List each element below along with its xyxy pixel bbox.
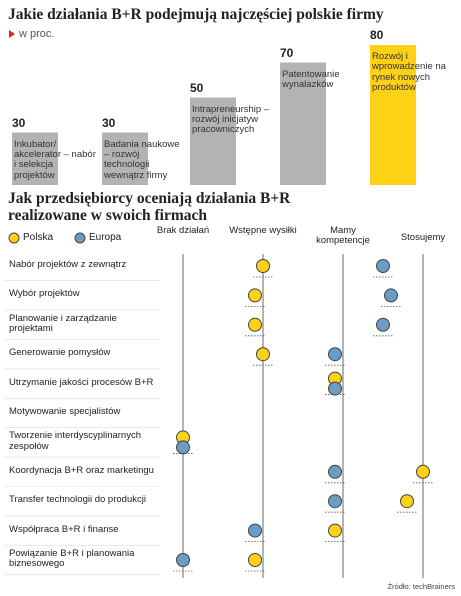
bar xyxy=(280,62,326,185)
bar xyxy=(370,45,416,185)
dot xyxy=(328,464,342,479)
dot xyxy=(416,464,430,479)
x-tick-label: Brak działań xyxy=(156,225,210,236)
dot xyxy=(248,317,262,332)
chart-title: Jakie działania B+R podejmują najczęście… xyxy=(8,6,384,23)
row-label: Powiązanie B+R i planowania biznesowego xyxy=(9,548,135,570)
legend-label: Europa xyxy=(89,232,122,243)
dot xyxy=(376,259,390,273)
dot xyxy=(384,288,398,303)
value-label: 50 xyxy=(190,80,204,95)
bar xyxy=(102,132,148,185)
bar xyxy=(190,97,236,185)
dot xyxy=(248,523,262,538)
legend-swatch xyxy=(8,232,20,244)
category-label: Patentowanie wynalazków xyxy=(282,68,340,90)
row-label: Tworzenie interdyscyplinarnych zespołów xyxy=(9,430,142,452)
value-label: 30 xyxy=(102,115,116,130)
subtitle-marker xyxy=(9,30,15,38)
dot xyxy=(248,553,262,567)
dot xyxy=(176,553,190,567)
category-label: Rozwój i wprowadzenie na rynek nowych pr… xyxy=(372,51,446,94)
legend-label: Polska xyxy=(23,232,54,243)
x-tick-label: Stosujemy xyxy=(400,232,446,243)
row-label: Utrzymanie jakości procesów B+R xyxy=(9,376,154,388)
dot xyxy=(400,494,414,509)
row-label: Współpraca B+R i finanse xyxy=(9,523,119,535)
row-label: Motywowanie specjalistów xyxy=(9,406,121,417)
row-label: Transfer technologii do produkcji xyxy=(9,494,146,506)
category-label: Badania naukowe – rozwój technologii wew… xyxy=(104,138,180,181)
value-label: 30 xyxy=(12,115,26,130)
x-tick-label: Mamy kompetencje xyxy=(316,225,370,247)
subtitle: w proc. xyxy=(19,28,55,40)
dot xyxy=(328,523,342,538)
category-label: Intrapreneurship – rozwój inicjatyw prac… xyxy=(192,103,270,136)
dot xyxy=(328,494,342,509)
row-label: Koordynacja B+R oraz marketingu xyxy=(9,464,154,476)
value-label: 80 xyxy=(370,28,384,42)
value-label: 70 xyxy=(280,45,294,60)
row-label: Wybór projektów xyxy=(9,288,80,300)
chart-title: Jak przedsiębiorcy oceniają działania B+… xyxy=(8,190,291,225)
dot xyxy=(248,288,262,303)
row-label: Planowanie i zarządzanie projektami xyxy=(9,312,117,335)
x-tick-label: Wstępne wysiłki xyxy=(229,225,297,236)
category-label: Inkubator/ akcelerator – nabór i selekcj… xyxy=(14,138,96,181)
source: Źródło: techBrainers xyxy=(387,582,455,591)
dot xyxy=(376,317,390,332)
row-label: Generowanie pomysłów xyxy=(9,347,111,359)
dot xyxy=(328,347,342,362)
legend-swatch xyxy=(74,232,86,244)
dot xyxy=(256,259,270,273)
dot xyxy=(256,347,270,362)
dot xyxy=(176,440,190,455)
row-label: Nabór projektów z zewnątrz xyxy=(9,259,127,270)
bar xyxy=(12,132,58,185)
dot xyxy=(328,381,342,396)
